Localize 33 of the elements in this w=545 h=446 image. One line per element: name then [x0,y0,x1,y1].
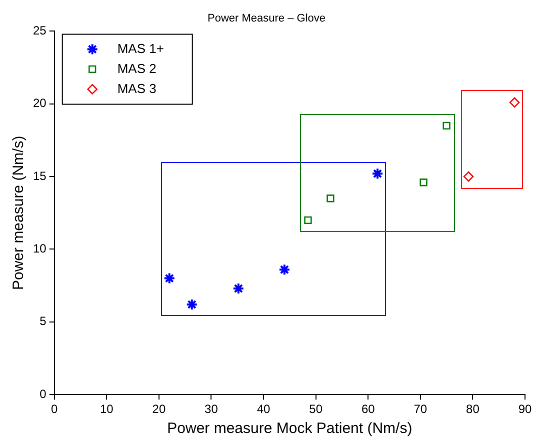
legend-label: MAS 1+ [117,40,164,56]
point [163,272,176,284]
point [463,171,474,182]
point [186,298,198,310]
x-tick-label: 70 [414,402,428,416]
x-axis-title: Power measure Mock Patient (Nm/s) [167,420,412,438]
x-tick-label: 10 [100,402,114,416]
point [509,97,520,108]
x-tick-label: 40 [256,402,271,416]
x-tick-label: 60 [361,402,376,416]
y-tick-label: 20 [32,96,47,110]
x-tick-label: 20 [152,402,166,416]
y-tick-label: 5 [40,314,47,328]
point [232,282,244,294]
point [372,168,384,180]
legend-label: MAS 2 [117,60,156,76]
point [304,216,312,224]
y-tick-label: 0 [40,386,47,401]
point [442,122,450,130]
legend-label: MAS 3 [117,80,156,96]
point [326,194,334,202]
x-tick-label: 80 [466,402,480,416]
x-tick-label: 90 [518,402,532,416]
y-tick-label: 10 [32,242,47,256]
y-tick-label: 15 [32,168,47,183]
chart-title: Power Measure – Glove [208,12,326,25]
x-tick-label: 30 [204,402,218,416]
y-axis-title: Power measure (Nm/s) [10,136,28,290]
x-tick-label: 50 [309,402,323,416]
x-tick-label: 0 [51,402,58,416]
y-tick-label: 25 [32,24,47,38]
point [420,178,428,186]
point [278,264,290,276]
